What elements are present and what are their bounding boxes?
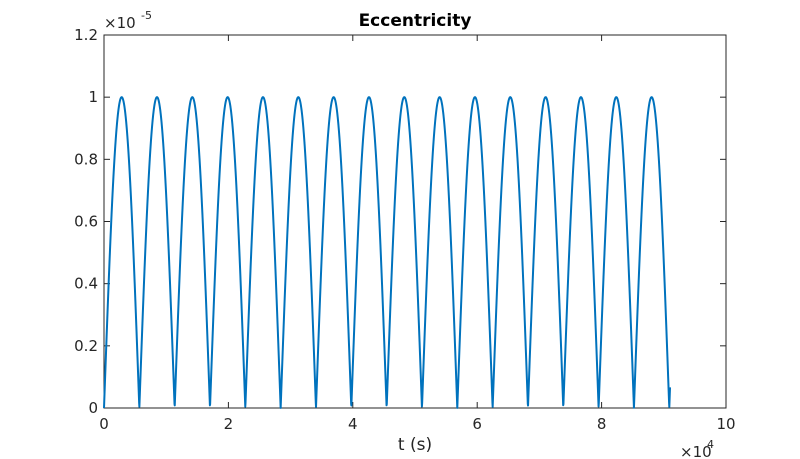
- y-tick-label: 0.2: [74, 337, 98, 355]
- series-line: [103, 96, 672, 409]
- x-axis-exponent: ×10 4: [680, 438, 714, 459]
- chart-title: Eccentricity: [359, 11, 472, 31]
- x-tick-label: 8: [597, 415, 607, 433]
- x-exponent-power: 4: [707, 438, 714, 451]
- y-tick-label: 0.6: [74, 213, 98, 231]
- y-tick-label: 1: [88, 88, 98, 106]
- x-tick-label: 0: [99, 415, 109, 433]
- y-exponent-power: -5: [141, 9, 152, 22]
- x-tick-label: 10: [716, 415, 735, 433]
- y-tick-label: 0.8: [74, 150, 98, 168]
- x-tick-label: 2: [224, 415, 234, 433]
- y-tick-label: 1.2: [74, 26, 98, 44]
- y-axis-exponent: ×10 -5: [104, 9, 152, 32]
- x-tick-label: 6: [472, 415, 482, 433]
- x-exponent-base: ×10: [680, 443, 712, 459]
- series-layer: [103, 96, 672, 409]
- x-axis-ticks: 0 2 4 6 8 10: [99, 35, 736, 433]
- y-exponent-base: ×10: [104, 14, 136, 32]
- x-tick-label: 4: [348, 415, 358, 433]
- y-tick-label: 0.4: [74, 275, 98, 293]
- x-axis-label: t (s): [398, 435, 432, 455]
- y-tick-label: 0: [88, 399, 98, 417]
